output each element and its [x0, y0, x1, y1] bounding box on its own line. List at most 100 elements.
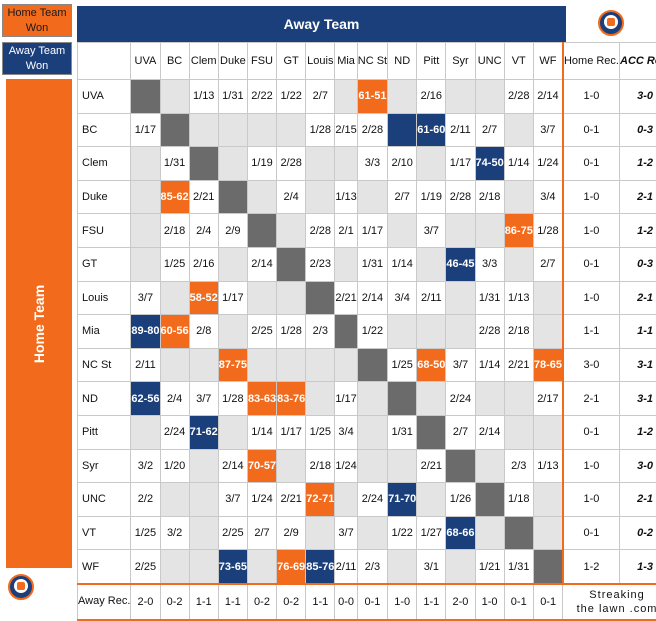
home-win-cell: 60-56	[160, 315, 189, 349]
game-date-cell: 2/4	[160, 382, 189, 416]
away-win-cell: 61-60	[417, 113, 446, 147]
away-win-cell: 85-76	[306, 550, 335, 584]
away-win-cell: 89-80	[131, 315, 160, 349]
away-win-cell: 71-70	[388, 483, 417, 517]
game-date-cell: 1/14	[388, 247, 417, 281]
game-date-cell: 1/19	[247, 147, 276, 181]
game-date-cell: 2/21	[189, 180, 218, 214]
acc-record-cell: 3-1	[620, 382, 656, 416]
away-record-cell: 1-1	[306, 584, 335, 620]
away-record-cell: 1-0	[388, 584, 417, 620]
game-date-cell: 2/16	[417, 80, 446, 114]
no-game-cell	[277, 214, 306, 248]
game-date-cell: 3/7	[131, 281, 160, 315]
no-game-cell	[160, 550, 189, 584]
no-game-cell	[533, 483, 563, 517]
column-header-bc: BC	[160, 43, 189, 80]
no-game-cell	[131, 214, 160, 248]
acc-record-cell: 1-2	[620, 147, 656, 181]
no-game-cell	[533, 516, 563, 550]
row-header-unc: UNC	[78, 483, 131, 517]
legend-away-label: Away Team Won	[3, 44, 71, 74]
acc-record-cell: 2-1	[620, 281, 656, 315]
game-date-cell: 1/31	[475, 281, 504, 315]
no-game-cell	[475, 449, 504, 483]
acc-record-cell: 3-0	[620, 449, 656, 483]
game-date-cell: 2/28	[504, 80, 533, 114]
no-game-cell	[247, 348, 276, 382]
game-date-cell: 2/14	[218, 449, 247, 483]
no-game-cell	[160, 281, 189, 315]
home-record-cell: 0-1	[563, 516, 620, 550]
game-date-cell: 1/13	[189, 80, 218, 114]
game-date-cell: 1/24	[533, 147, 563, 181]
game-date-cell: 1/21	[475, 550, 504, 584]
game-date-cell: 1/17	[335, 382, 357, 416]
game-date-cell: 3/7	[533, 113, 563, 147]
column-header-mia: Mia	[335, 43, 357, 80]
game-date-cell: 1/25	[388, 348, 417, 382]
away-record-cell: 0-0	[335, 584, 357, 620]
game-date-cell: 1/13	[335, 180, 357, 214]
site-credit-line2: the lawn .com	[563, 602, 656, 616]
home-record-cell: 1-1	[563, 315, 620, 349]
acc-record-cell: 1-2	[620, 415, 656, 449]
game-date-cell: 2/10	[388, 147, 417, 181]
game-date-cell: 2/15	[335, 113, 357, 147]
no-game-cell	[335, 348, 357, 382]
no-game-cell	[388, 214, 417, 248]
game-date-cell: 2/4	[277, 180, 306, 214]
home-win-cell: 70-57	[247, 449, 276, 483]
no-game-cell	[131, 147, 160, 181]
legend-away-team-won: Away Team Won	[2, 42, 72, 75]
game-date-cell: 3/2	[131, 449, 160, 483]
game-date-cell: 3/4	[533, 180, 563, 214]
game-date-cell: 2/7	[475, 113, 504, 147]
game-date-cell: 2/2	[131, 483, 160, 517]
no-game-cell	[533, 315, 563, 349]
game-date-cell: 2/14	[475, 415, 504, 449]
away-record-cell: 1-1	[218, 584, 247, 620]
game-date-cell: 2/3	[504, 449, 533, 483]
no-game-cell	[388, 80, 417, 114]
no-game-cell	[160, 80, 189, 114]
away-win-cell: 62-56	[131, 382, 160, 416]
no-game-cell	[335, 147, 357, 181]
row-header-clem: Clem	[78, 147, 131, 181]
home-win-cell: 76-69	[277, 550, 306, 584]
game-date-cell: 1/25	[131, 516, 160, 550]
no-game-cell	[306, 516, 335, 550]
column-header-syr: Syr	[446, 43, 475, 80]
game-date-cell: 2/28	[306, 214, 335, 248]
home-record-cell: 3-0	[563, 348, 620, 382]
game-date-cell: 2/18	[475, 180, 504, 214]
game-date-cell: 1/13	[533, 449, 563, 483]
no-game-cell	[475, 382, 504, 416]
game-date-cell: 1/17	[218, 281, 247, 315]
game-date-cell: 1/28	[277, 315, 306, 349]
no-game-cell	[504, 247, 533, 281]
no-game-cell	[189, 483, 218, 517]
acc-record-cell: 0-2	[620, 516, 656, 550]
home-win-cell: 83-63	[247, 382, 276, 416]
no-game-cell	[306, 348, 335, 382]
corner-cell	[78, 43, 131, 80]
row-header-bc: BC	[78, 113, 131, 147]
game-date-cell: 3/2	[160, 516, 189, 550]
diagonal-cell	[357, 348, 387, 382]
row-header-pitt: Pitt	[78, 415, 131, 449]
no-game-cell	[131, 247, 160, 281]
row-header-duke: Duke	[78, 180, 131, 214]
acc-record-cell: 2-1	[620, 483, 656, 517]
home-record-header: Home Rec.	[563, 43, 620, 80]
game-date-cell: 2/18	[306, 449, 335, 483]
game-date-cell: 2/28	[357, 113, 387, 147]
row-header-wf: WF	[78, 550, 131, 584]
